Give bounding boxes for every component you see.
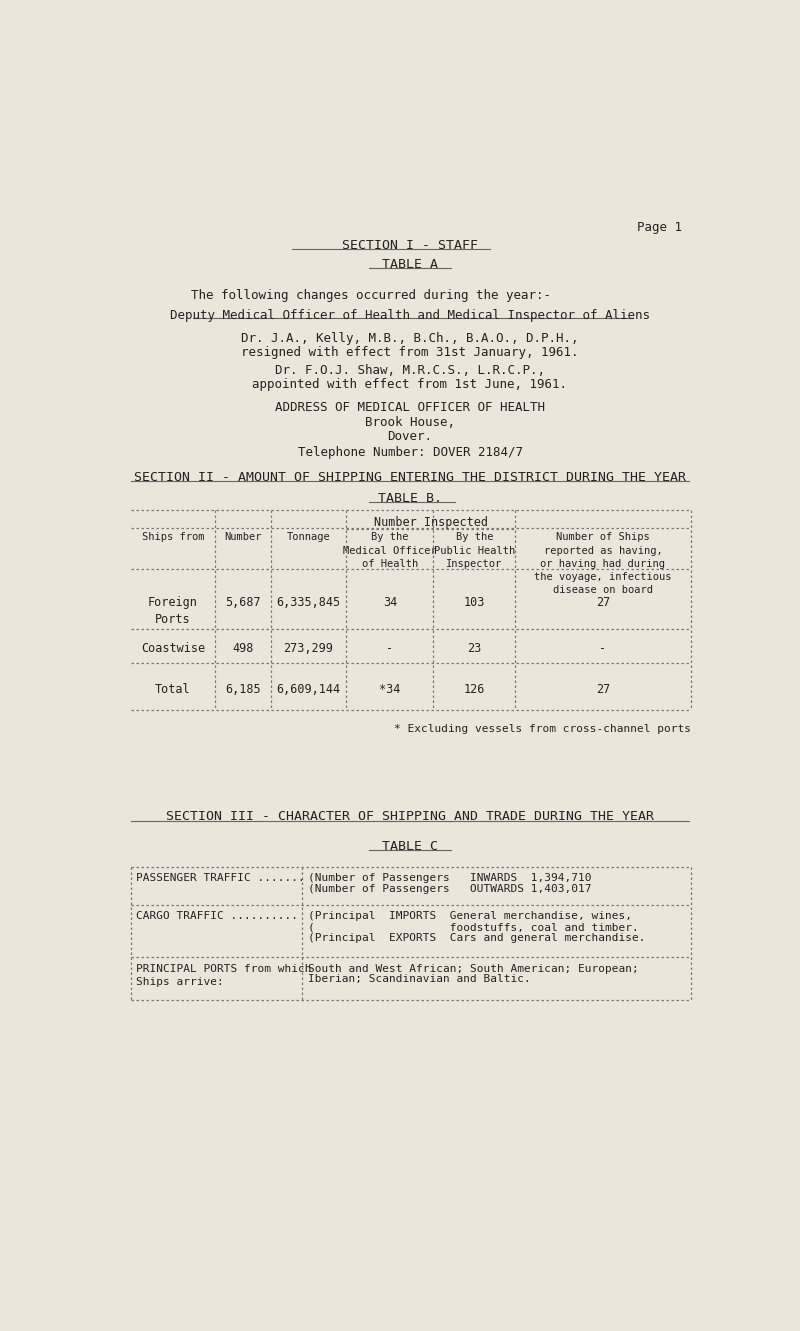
Text: ADDRESS OF MEDICAL OFFICER OF HEALTH: ADDRESS OF MEDICAL OFFICER OF HEALTH bbox=[275, 401, 545, 414]
Text: Number of Ships
reported as having,
or having had during
the voyage, infectious
: Number of Ships reported as having, or h… bbox=[534, 532, 672, 595]
Text: Ships from: Ships from bbox=[142, 532, 204, 543]
Text: By the
Public Health
Inspector: By the Public Health Inspector bbox=[434, 532, 515, 568]
Text: Foreign
Ports: Foreign Ports bbox=[148, 595, 198, 626]
Text: Telephone Number: DOVER 2184/7: Telephone Number: DOVER 2184/7 bbox=[298, 446, 522, 459]
Text: 34: 34 bbox=[382, 595, 397, 608]
Text: 27: 27 bbox=[596, 595, 610, 608]
Text: CARGO TRAFFIC ..........: CARGO TRAFFIC .......... bbox=[136, 912, 298, 921]
Text: Tonnage: Tonnage bbox=[286, 532, 330, 543]
Text: 23: 23 bbox=[467, 642, 482, 655]
Text: -: - bbox=[599, 642, 606, 655]
Text: 6,185: 6,185 bbox=[225, 683, 261, 696]
Text: Iberian; Scandinavian and Baltic.: Iberian; Scandinavian and Baltic. bbox=[308, 974, 530, 985]
Text: Total: Total bbox=[155, 683, 190, 696]
Text: PRINCIPAL PORTS from which
Ships arrive:: PRINCIPAL PORTS from which Ships arrive: bbox=[136, 964, 311, 986]
Text: (Principal  IMPORTS  General merchandise, wines,: (Principal IMPORTS General merchandise, … bbox=[308, 912, 632, 921]
Text: Deputy Medical Officer of Health and Medical Inspector of Aliens: Deputy Medical Officer of Health and Med… bbox=[170, 309, 650, 322]
Text: resigned with effect from 31st January, 1961.: resigned with effect from 31st January, … bbox=[242, 346, 578, 359]
Text: The following changes occurred during the year:-: The following changes occurred during th… bbox=[191, 289, 551, 302]
Text: (Number of Passengers   OUTWARDS 1,403,017: (Number of Passengers OUTWARDS 1,403,017 bbox=[308, 884, 591, 893]
Text: 6,335,845: 6,335,845 bbox=[277, 595, 341, 608]
Text: *34: *34 bbox=[379, 683, 401, 696]
Text: 27: 27 bbox=[596, 683, 610, 696]
Text: South and West African; South American; European;: South and West African; South American; … bbox=[308, 964, 638, 973]
Text: Dr. F.O.J. Shaw, M.R.C.S., L.R.C.P.,: Dr. F.O.J. Shaw, M.R.C.S., L.R.C.P., bbox=[275, 363, 545, 377]
Text: Number Inspected: Number Inspected bbox=[374, 516, 488, 530]
Text: Coastwise: Coastwise bbox=[141, 642, 205, 655]
Text: 103: 103 bbox=[464, 595, 485, 608]
Text: 126: 126 bbox=[464, 683, 485, 696]
Text: TABLE A: TABLE A bbox=[382, 258, 438, 272]
Text: SECTION II - AMOUNT OF SHIPPING ENTERING THE DISTRICT DURING THE YEAR: SECTION II - AMOUNT OF SHIPPING ENTERING… bbox=[134, 471, 686, 483]
Text: 5,687: 5,687 bbox=[225, 595, 261, 608]
Text: * Excluding vessels from cross-channel ports: * Excluding vessels from cross-channel p… bbox=[394, 724, 690, 735]
Text: Number: Number bbox=[224, 532, 262, 543]
Text: Dover.: Dover. bbox=[387, 430, 433, 443]
Text: SECTION I - STAFF: SECTION I - STAFF bbox=[342, 240, 478, 252]
Text: Brook House,: Brook House, bbox=[365, 417, 455, 429]
Text: 273,299: 273,299 bbox=[283, 642, 334, 655]
Text: Page 1: Page 1 bbox=[637, 221, 682, 234]
Text: (Number of Passengers   INWARDS  1,394,710: (Number of Passengers INWARDS 1,394,710 bbox=[308, 873, 591, 882]
Text: SECTION III - CHARACTER OF SHIPPING AND TRADE DURING THE YEAR: SECTION III - CHARACTER OF SHIPPING AND … bbox=[166, 811, 654, 824]
Text: PASSENGER TRAFFIC .......: PASSENGER TRAFFIC ....... bbox=[136, 873, 304, 882]
Text: (Principal  EXPORTS  Cars and general merchandise.: (Principal EXPORTS Cars and general merc… bbox=[308, 933, 646, 942]
Text: TABLE B.: TABLE B. bbox=[378, 492, 442, 506]
Text: 6,609,144: 6,609,144 bbox=[277, 683, 341, 696]
Text: 498: 498 bbox=[232, 642, 254, 655]
Text: Dr. J.A., Kelly, M.B., B.Ch., B.A.O., D.P.H.,: Dr. J.A., Kelly, M.B., B.Ch., B.A.O., D.… bbox=[242, 333, 578, 345]
Text: appointed with effect from 1st June, 1961.: appointed with effect from 1st June, 196… bbox=[253, 378, 567, 390]
Text: TABLE C: TABLE C bbox=[382, 840, 438, 853]
Text: (                    foodstuffs, coal and timber.: ( foodstuffs, coal and timber. bbox=[308, 922, 638, 932]
Text: -: - bbox=[386, 642, 394, 655]
Text: By the
Medical Officer
of Health: By the Medical Officer of Health bbox=[343, 532, 437, 568]
